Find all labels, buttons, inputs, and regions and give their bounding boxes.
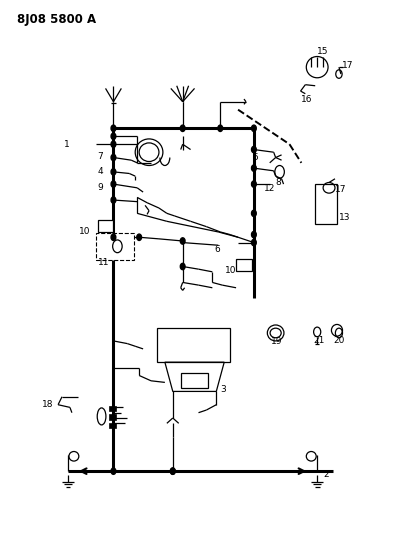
Circle shape	[111, 197, 116, 203]
Circle shape	[137, 234, 142, 240]
Circle shape	[180, 263, 185, 270]
Text: 10: 10	[79, 228, 91, 237]
Bar	[110, 423, 116, 428]
Text: 2: 2	[323, 471, 329, 479]
Circle shape	[170, 468, 175, 474]
Text: 10: 10	[225, 266, 237, 275]
Circle shape	[252, 181, 256, 187]
Circle shape	[111, 133, 116, 140]
Text: 17: 17	[342, 61, 353, 70]
Text: 7: 7	[98, 152, 103, 161]
Text: 19: 19	[271, 337, 282, 346]
Text: 6: 6	[214, 245, 220, 254]
Circle shape	[252, 231, 256, 238]
Text: 12: 12	[264, 184, 275, 193]
Circle shape	[252, 165, 256, 171]
Bar	[110, 414, 116, 419]
Text: 20: 20	[333, 336, 344, 345]
FancyBboxPatch shape	[96, 233, 135, 260]
Text: 8J08 5800 A: 8J08 5800 A	[17, 13, 96, 26]
Circle shape	[252, 239, 256, 246]
Circle shape	[111, 125, 116, 132]
Text: 8: 8	[276, 178, 281, 187]
Text: 1: 1	[64, 140, 70, 149]
Circle shape	[111, 468, 116, 474]
Text: 21: 21	[313, 336, 325, 345]
Bar	[181, 373, 208, 387]
Bar	[110, 406, 116, 411]
Circle shape	[252, 147, 256, 153]
Bar	[315, 184, 337, 224]
Circle shape	[111, 234, 116, 240]
Text: 5: 5	[252, 153, 258, 162]
Circle shape	[111, 141, 116, 148]
Text: 3: 3	[220, 385, 226, 394]
Bar	[236, 259, 252, 271]
Text: 15: 15	[317, 47, 329, 55]
Bar	[157, 328, 230, 362]
Text: 13: 13	[339, 213, 351, 222]
Circle shape	[180, 238, 185, 244]
Circle shape	[252, 210, 256, 216]
Text: 17: 17	[335, 185, 347, 194]
Text: 18: 18	[42, 400, 54, 409]
Circle shape	[218, 125, 223, 132]
Circle shape	[111, 155, 116, 161]
Circle shape	[252, 125, 256, 132]
Text: 4: 4	[98, 167, 103, 176]
Text: 16: 16	[301, 94, 313, 103]
Circle shape	[170, 468, 175, 474]
Bar	[98, 220, 114, 232]
Circle shape	[111, 181, 116, 187]
Text: 11: 11	[98, 258, 109, 266]
Text: 9: 9	[98, 183, 103, 192]
Circle shape	[180, 125, 185, 132]
Circle shape	[111, 168, 116, 175]
